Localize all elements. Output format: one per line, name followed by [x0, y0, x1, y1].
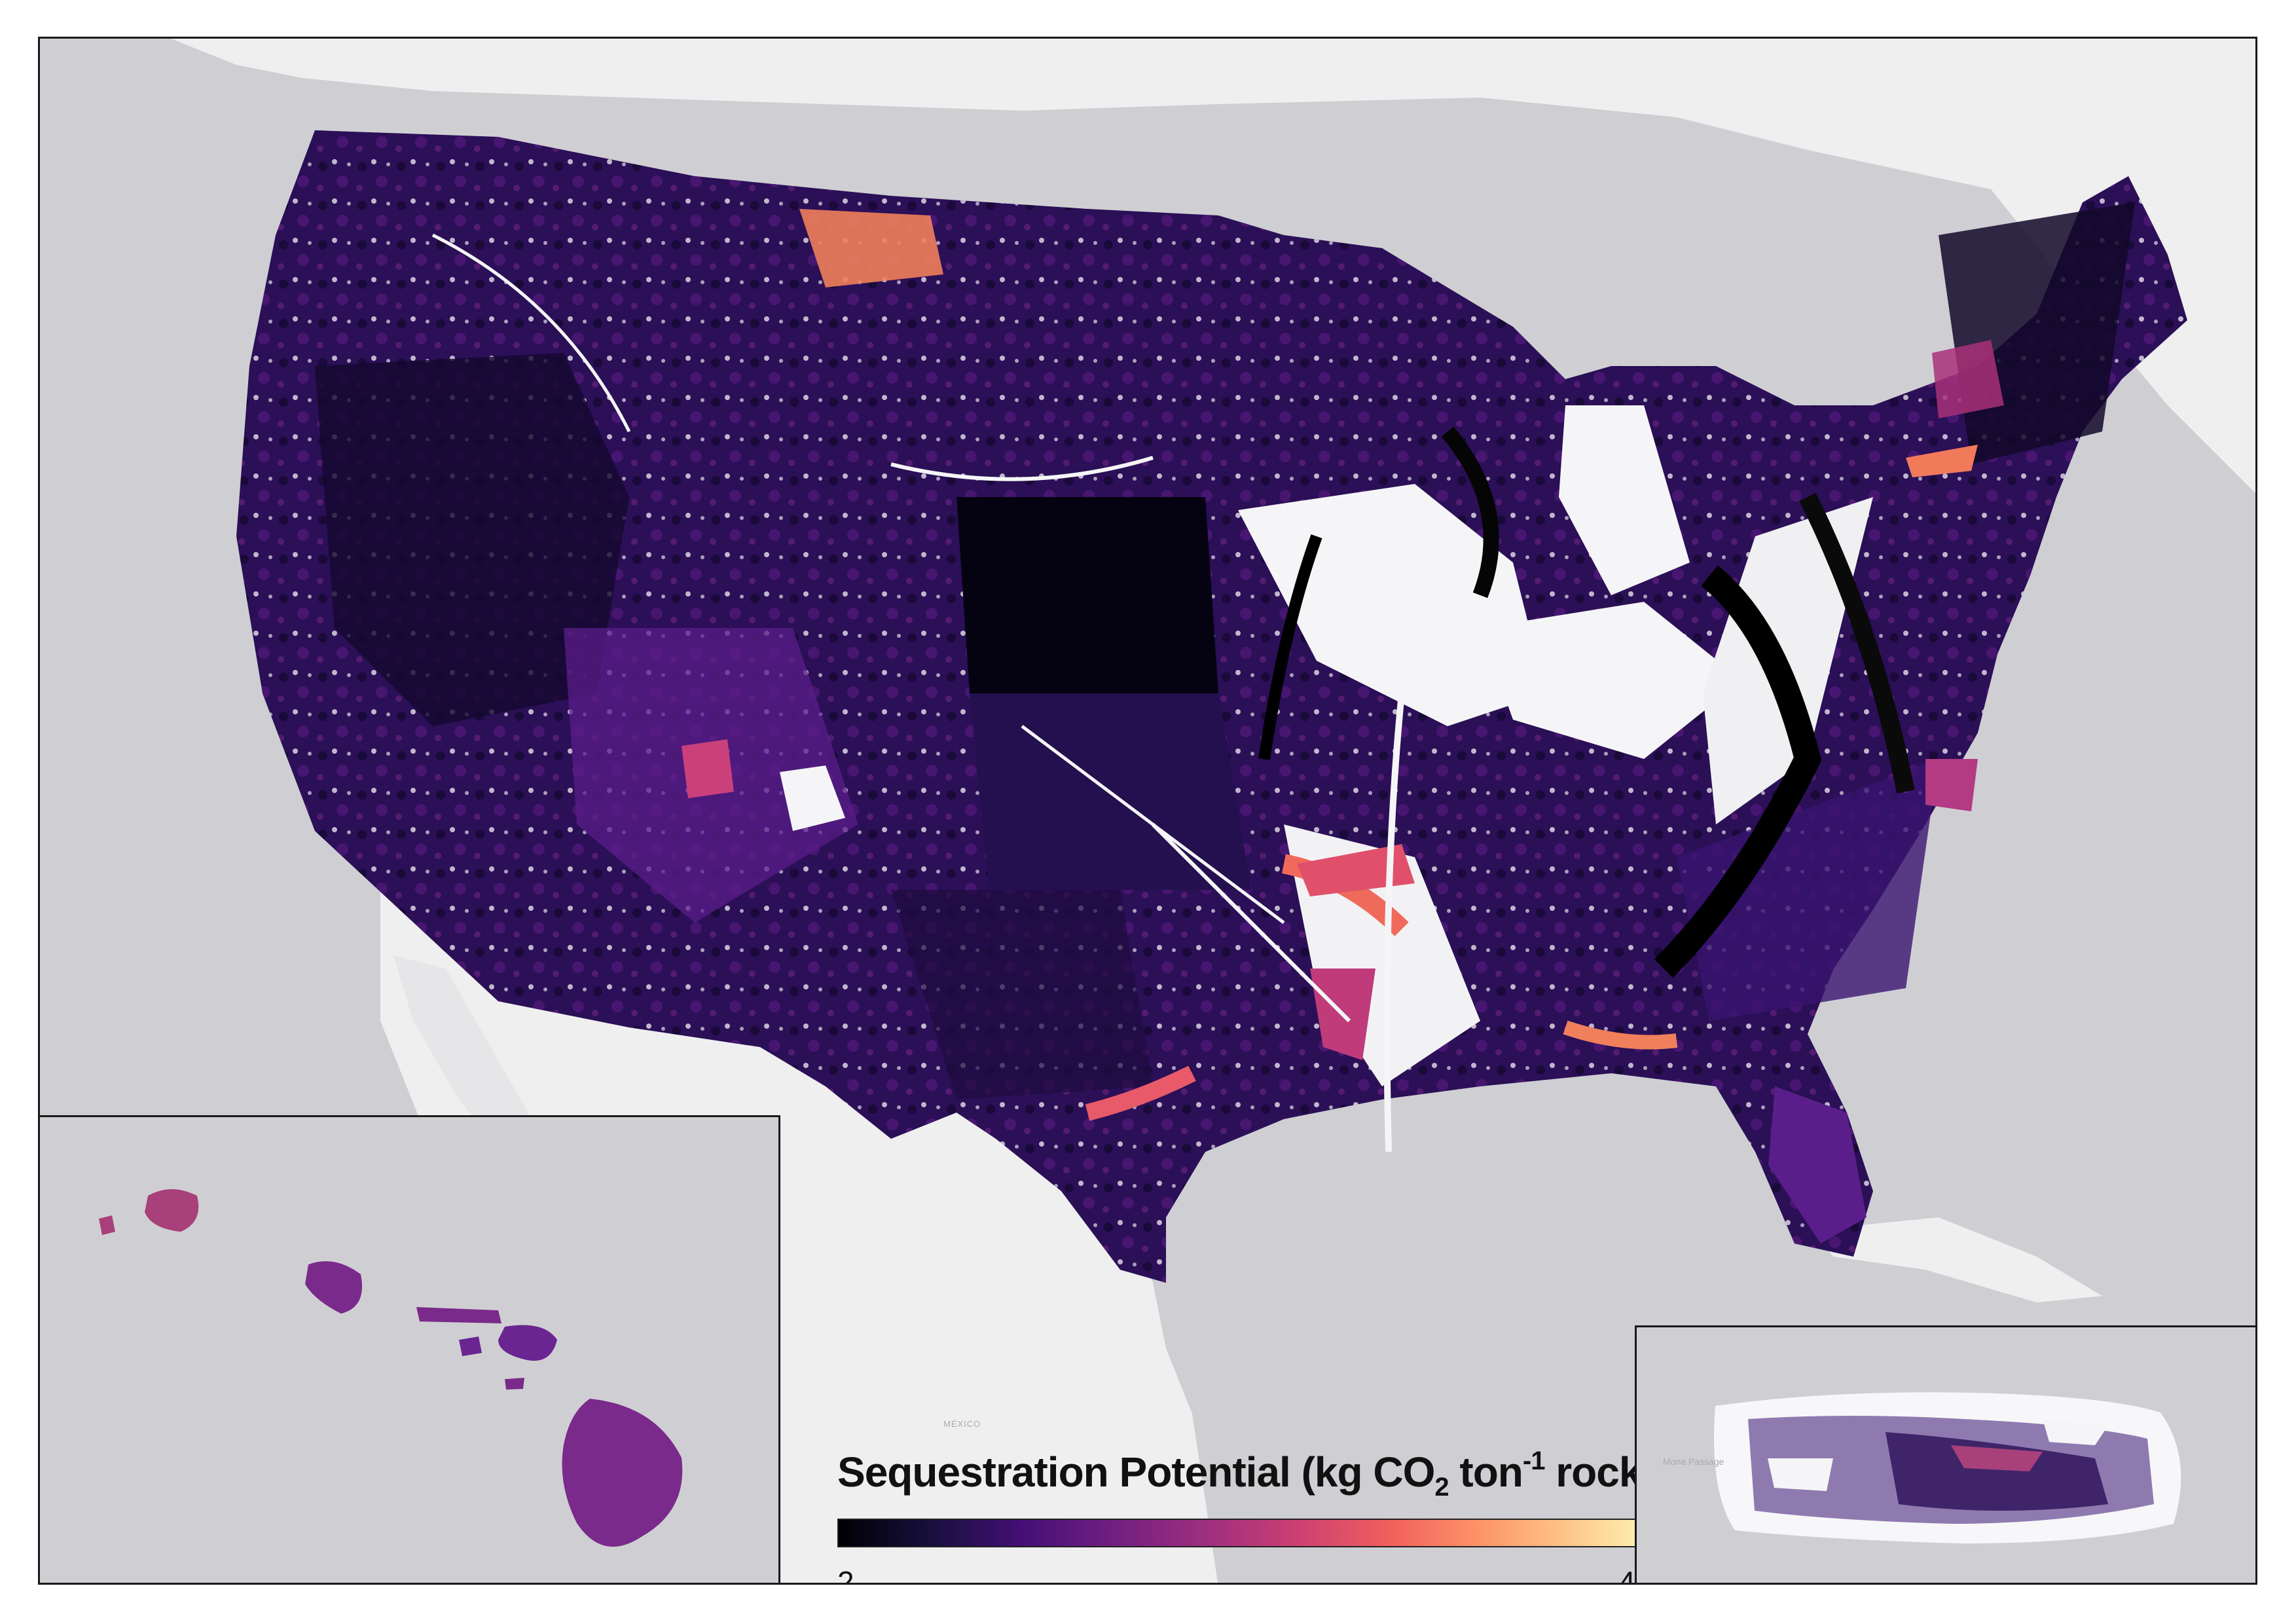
canada-land — [40, 39, 2255, 493]
alabama-orange — [1563, 1020, 1678, 1050]
label-mexico: MÉXICO — [943, 1419, 981, 1429]
lanai — [459, 1337, 482, 1356]
texas-orange — [1085, 1065, 1196, 1121]
niihau — [99, 1215, 115, 1235]
appalachia-gap — [1703, 497, 1873, 824]
big-island — [562, 1399, 683, 1547]
molokai — [416, 1307, 501, 1323]
cuba-land — [1808, 1217, 2102, 1302]
legend: Sequestration Potential (kg CO2 ton-1 ro… — [832, 1447, 1670, 1585]
dakotas-dark — [957, 497, 1218, 693]
oahu — [305, 1261, 362, 1314]
ohio-gap — [1480, 602, 1742, 759]
nevada-pink — [682, 739, 734, 798]
legend-min-label: 2 — [837, 1565, 854, 1585]
puerto-rico-map: Mona Passage — [1663, 1392, 2181, 1543]
kauai — [145, 1189, 199, 1232]
baja-land — [393, 955, 551, 1165]
michigan-gap — [1559, 405, 1690, 595]
legend-title: Sequestration Potential (kg CO2 ton-1 ro… — [837, 1447, 1656, 1502]
maui — [498, 1325, 557, 1361]
kansas-pink — [1297, 844, 1415, 896]
utah-lake-gap — [780, 766, 845, 831]
hawaii-map — [99, 1189, 683, 1547]
virginia-pink — [1925, 759, 1978, 811]
hawaii-inset — [38, 1115, 780, 1585]
northeast-dark — [1939, 202, 2135, 464]
ny-orange — [1906, 445, 1978, 477]
kahoolawe — [505, 1378, 524, 1390]
southeast-purple — [1677, 759, 1939, 1021]
great-basin-dark — [315, 353, 629, 726]
label-mona-passage: Mona Passage — [1663, 1456, 1724, 1467]
legend-colorbar — [837, 1519, 1669, 1547]
maine-pink — [1932, 340, 2004, 418]
montana-orange — [799, 209, 943, 287]
texas-dark — [891, 890, 1153, 1099]
florida — [1768, 1086, 1867, 1244]
puerto-rico-inset: Mona Passage — [1635, 1325, 2257, 1585]
